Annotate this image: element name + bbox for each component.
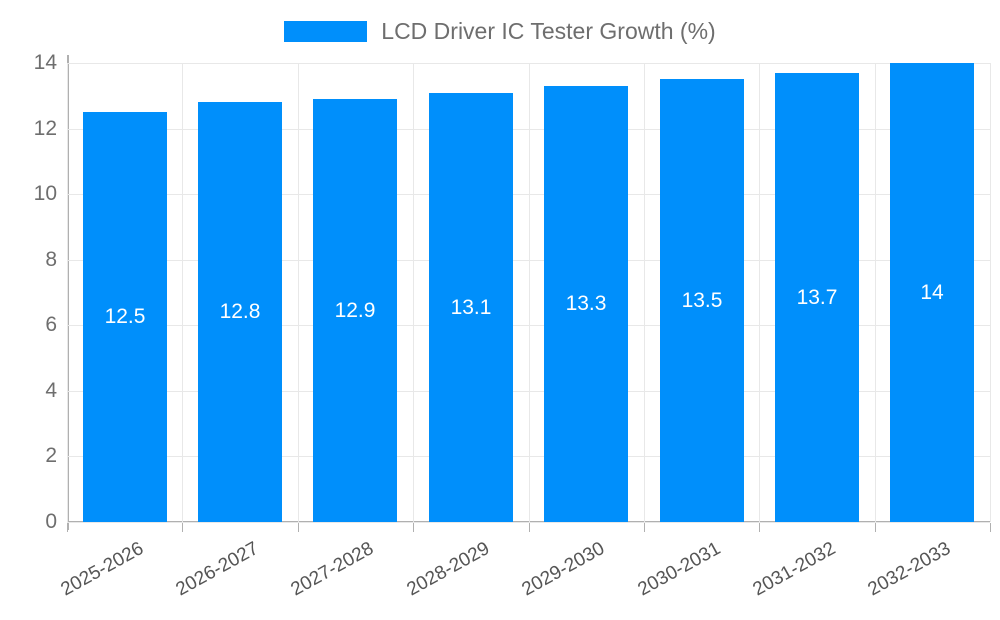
chart-legend: LCD Driver IC Tester Growth (%) — [0, 14, 1000, 48]
bar[interactable]: 12.9 — [313, 99, 397, 522]
x-axis-tick-label: 2028-2029 — [403, 538, 493, 601]
y-axis-tick-label: 6 — [45, 313, 57, 337]
bar[interactable]: 12.8 — [198, 102, 282, 522]
y-axis-tick-label: 2 — [45, 444, 57, 468]
x-axis-tick-label: 2031-2032 — [749, 538, 840, 601]
gridline-y — [67, 194, 990, 196]
bar[interactable]: 13.7 — [775, 73, 859, 522]
legend-item-series-0[interactable]: LCD Driver IC Tester Growth (%) — [284, 17, 716, 44]
bar-value-label: 13.1 — [450, 295, 492, 319]
y-axis-tick-label: 12 — [33, 116, 57, 140]
gridline-x — [644, 63, 645, 522]
gridline-x — [759, 63, 760, 522]
legend-swatch-icon — [284, 20, 368, 42]
x-axis-tick-mark — [759, 523, 760, 532]
y-axis-line — [67, 55, 69, 530]
gridline-x — [529, 63, 530, 522]
legend-label: LCD Driver IC Tester Growth (%) — [381, 17, 716, 44]
gridline-y — [67, 325, 990, 327]
gridline-x — [298, 63, 299, 522]
gridline-y — [67, 259, 990, 261]
bar-value-label: 13.7 — [796, 285, 838, 309]
x-axis-tick-mark — [67, 523, 68, 532]
bar-value-label: 14 — [920, 280, 944, 304]
gridline-y — [67, 522, 990, 523]
bar-chart: LCD Driver IC Tester Growth (%) 0 2 4 6 8 10 1… — [0, 0, 1000, 600]
x-axis-tick-mark — [298, 523, 299, 532]
gridline-x — [990, 63, 991, 522]
plot-area: 12.5 12.8 12.9 13.1 13.3 13.5 13.7 14 — [67, 63, 991, 523]
x-axis-tick-mark — [875, 523, 876, 532]
bar-value-label: 12.8 — [219, 300, 261, 323]
bar[interactable]: 13.1 — [429, 93, 513, 522]
x-axis-tick-label: 2032-2033 — [864, 538, 955, 601]
x-axis-tick-label: 2027-2028 — [287, 538, 378, 601]
bar-value-label: 13.3 — [565, 292, 607, 315]
y-axis-tick-label: 14 — [33, 51, 57, 74]
x-axis-tick-mark — [644, 523, 645, 532]
y-axis-tick-labels: 0 2 4 6 8 10 12 14 — [0, 0, 57, 600]
gridline-x — [67, 63, 68, 522]
gridline-y — [67, 390, 990, 392]
gridline-x — [875, 63, 876, 522]
y-axis-tick-label: 4 — [45, 378, 57, 402]
y-axis-tick-label: 0 — [45, 510, 57, 533]
x-axis-tick-label: 2029-2030 — [518, 538, 609, 601]
bar[interactable]: 14 — [890, 63, 974, 522]
x-axis-tick-mark — [990, 523, 991, 532]
bar[interactable]: 13.5 — [660, 79, 744, 522]
x-axis-tick-mark — [529, 523, 530, 532]
gridline-y — [67, 63, 990, 64]
x-axis-tick-mark — [182, 523, 183, 532]
x-axis-tick-label: 2026-2027 — [172, 538, 263, 601]
gridline-x — [413, 63, 414, 522]
x-axis-tick-label: 2030-2031 — [634, 538, 724, 601]
gridline-y — [67, 456, 990, 458]
bar-value-label: 13.5 — [681, 288, 723, 312]
y-axis-tick-label: 10 — [33, 182, 57, 206]
gridline-x — [182, 63, 183, 522]
bar-value-label: 12.5 — [104, 305, 146, 328]
gridline-y — [67, 128, 990, 130]
bar[interactable]: 13.3 — [544, 86, 628, 522]
x-axis-tick-mark — [413, 523, 414, 532]
bar-series: 12.5 12.8 12.9 13.1 13.3 13.5 13.7 14 — [67, 63, 990, 522]
y-axis-tick-label: 8 — [45, 247, 57, 271]
bar[interactable]: 12.5 — [83, 112, 167, 522]
bar-value-label: 12.9 — [334, 298, 376, 322]
